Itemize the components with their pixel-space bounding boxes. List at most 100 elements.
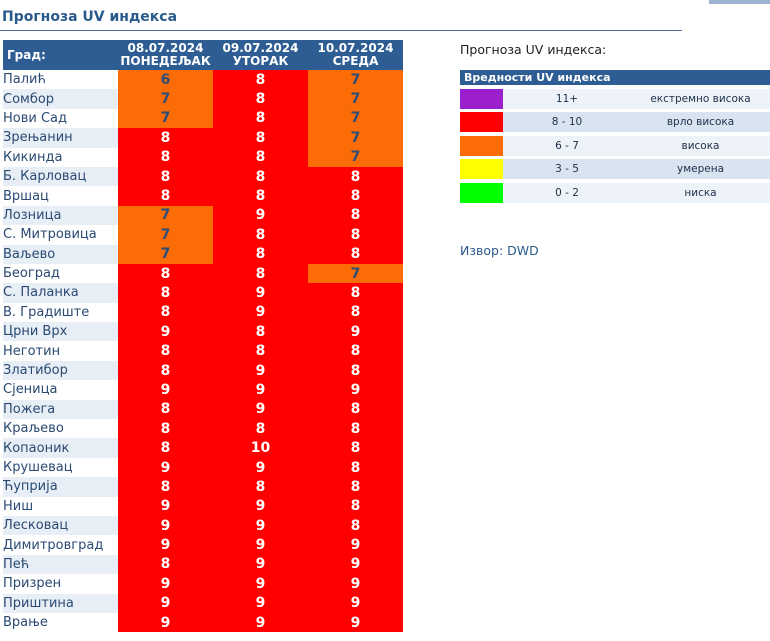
day-column-header: 09.07.2024 УТОРАК <box>213 40 308 70</box>
uv-value-cell: 8 <box>213 225 308 245</box>
uv-value-cell: 8 <box>308 457 403 478</box>
uv-value-cell: 7 <box>118 244 213 264</box>
city-name: Ваљево <box>3 244 118 264</box>
uv-legend: Вредности UV индекса 11+ екстремно висок… <box>460 70 770 203</box>
uv-value-cell: 8 <box>213 147 308 167</box>
table-row: С. Митровица 7 8 8 <box>3 225 403 245</box>
day-date: 10.07.2024 <box>317 41 394 55</box>
city-name: Нови Сад <box>3 108 118 129</box>
city-name: В. Градиште <box>3 302 118 323</box>
uv-value-cell: 9 <box>118 593 213 613</box>
city-name: Копаоник <box>3 438 118 458</box>
city-column-header: Град: <box>3 40 118 70</box>
uv-table-body: Палић 6 8 7 Сомбор 7 8 7 Нови Сад 7 8 7 Зрењанин 8 8 7 К… <box>3 70 403 633</box>
day-weekday: ПОНЕДЕЉАК <box>120 54 211 68</box>
table-header-row: Град: 08.07.2024 ПОНЕДЕЉАК 09.07.2024 УТ… <box>3 40 403 70</box>
table-row: Пожега 8 9 8 <box>3 399 403 420</box>
legend-label: умерена <box>676 163 725 175</box>
city-name: Вршац <box>3 186 118 206</box>
uv-value-cell: 8 <box>308 205 403 226</box>
uv-value-cell: 8 <box>308 419 403 439</box>
city-name: С. Митровица <box>3 225 118 245</box>
legend-swatch <box>460 135 503 156</box>
legend-row: 6 - 7 висока <box>460 135 770 156</box>
uv-value-cell: 9 <box>308 612 403 633</box>
uv-value-cell: 9 <box>213 574 308 594</box>
table-row: Лесковац 9 9 8 <box>3 515 403 536</box>
table-row: Црни Врх 9 8 9 <box>3 322 403 342</box>
city-name: Сомбор <box>3 89 118 109</box>
uv-value-cell: 8 <box>118 128 213 148</box>
legend-row: 3 - 5 умерена <box>460 159 770 179</box>
uv-value-cell: 8 <box>308 186 403 206</box>
city-name: Неготин <box>3 341 118 361</box>
uv-value-cell: 7 <box>118 108 213 129</box>
uv-value-cell: 7 <box>118 205 213 226</box>
uv-value-cell: 7 <box>308 147 403 167</box>
uv-value-cell: 8 <box>308 244 403 264</box>
city-name: Палић <box>3 70 118 90</box>
source-note: Извор: DWD <box>460 243 539 258</box>
uv-value-cell: 8 <box>213 108 308 129</box>
uv-value-cell: 8 <box>213 128 308 148</box>
table-row: Пећ 8 9 9 <box>3 554 403 575</box>
uv-value-cell: 9 <box>118 612 213 633</box>
uv-value-cell: 8 <box>308 515 403 536</box>
uv-value-cell: 7 <box>308 70 403 90</box>
uv-value-cell: 8 <box>308 225 403 245</box>
uv-value-cell: 7 <box>308 128 403 148</box>
legend-label: ниска <box>684 186 717 199</box>
table-row: Ваљево 7 8 8 <box>3 244 403 264</box>
city-name: С. Паланка <box>3 283 118 303</box>
uv-value-cell: 8 <box>118 263 213 284</box>
uv-value-cell: 8 <box>213 419 308 439</box>
table-row: Сомбор 7 8 7 <box>3 89 403 109</box>
legend-swatch <box>460 88 503 109</box>
table-row: Вршац 8 8 8 <box>3 186 403 206</box>
table-row: Златибор 8 9 8 <box>3 360 403 381</box>
city-name: Краљево <box>3 419 118 439</box>
table-row: Сјеница 9 9 9 <box>3 380 403 400</box>
day-column-header: 08.07.2024 ПОНЕДЕЉАК <box>118 40 213 70</box>
city-name: Кикинда <box>3 147 118 167</box>
uv-value-cell: 8 <box>213 70 308 90</box>
legend-row: 11+ екстремно висока <box>460 88 770 109</box>
uv-value-cell: 8 <box>308 360 403 381</box>
uv-value-cell: 9 <box>118 496 213 516</box>
uv-value-cell: 8 <box>118 360 213 381</box>
uv-value-cell: 8 <box>308 166 403 187</box>
city-name: Ћуприја <box>3 477 118 497</box>
table-row: Приштина 9 9 9 <box>3 593 403 613</box>
table-row: Палић 6 8 7 <box>3 70 403 90</box>
table-row: Зрењанин 8 8 7 <box>3 128 403 148</box>
legend-header: Вредности UV индекса <box>460 70 770 85</box>
uv-value-cell: 8 <box>308 283 403 303</box>
uv-value-cell: 9 <box>213 283 308 303</box>
table-row: Неготин 8 8 8 <box>3 341 403 361</box>
uv-value-cell: 8 <box>308 477 403 497</box>
uv-value-cell: 9 <box>308 593 403 613</box>
table-row: Лозница 7 9 8 <box>3 205 403 226</box>
uv-value-cell: 6 <box>118 70 213 90</box>
city-name: Ниш <box>3 496 118 516</box>
uv-value-cell: 9 <box>308 535 403 555</box>
city-name: Златибор <box>3 360 118 381</box>
city-name: Зрењанин <box>3 128 118 148</box>
legend-label: екстремно висока <box>650 92 751 105</box>
uv-value-cell: 9 <box>213 554 308 575</box>
table-row: В. Градиште 8 9 8 <box>3 302 403 323</box>
uv-value-cell: 8 <box>118 302 213 323</box>
uv-value-cell: 8 <box>213 322 308 342</box>
table-row: Ћуприја 8 8 8 <box>3 477 403 497</box>
title-divider <box>0 30 682 31</box>
legend-label: висока <box>681 139 720 152</box>
legend-range: 11+ <box>555 92 579 105</box>
uv-value-cell: 9 <box>308 574 403 594</box>
uv-value-cell: 9 <box>118 380 213 400</box>
uv-value-cell: 8 <box>308 438 403 458</box>
legend-row: 0 - 2 ниска <box>460 182 770 203</box>
city-name: Лозница <box>3 205 118 226</box>
uv-value-cell: 8 <box>118 477 213 497</box>
day-date: 09.07.2024 <box>222 41 299 55</box>
uv-value-cell: 8 <box>118 283 213 303</box>
